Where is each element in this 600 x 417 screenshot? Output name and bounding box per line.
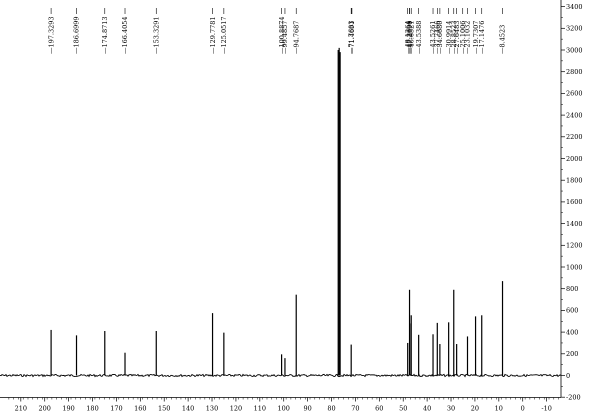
y-axis: -200 0 200 400 600 800 1000 1200 1400 1600 1800 200… xyxy=(560,0,583,402)
peak-label: —25.1006 xyxy=(459,21,467,54)
peak-label: —174.8713 xyxy=(101,16,109,54)
y-tick-label: 2200 xyxy=(566,133,583,141)
x-tick-label: 130 xyxy=(206,405,218,413)
peak-label: —8.4523 xyxy=(499,25,507,54)
x-tick-label: 60 xyxy=(375,405,383,413)
peak-label: —166.4054 xyxy=(121,16,129,54)
x-tick-label: 100 xyxy=(278,405,290,413)
x-tick-label: 150 xyxy=(158,405,170,413)
y-tick-label: 2000 xyxy=(566,155,583,163)
y-tick-label: -200 xyxy=(566,394,581,402)
x-tick-label: 200 xyxy=(39,405,51,413)
peak-label: —186.6999 xyxy=(73,16,81,54)
y-tick-label: 1200 xyxy=(566,242,583,250)
x-tick-label: 160 xyxy=(134,405,146,413)
peak-label: —43.5261 xyxy=(429,21,437,54)
x-tick-label: 80 xyxy=(327,405,335,413)
y-tick-label: 2600 xyxy=(566,90,583,98)
peak-label: —129.7781 xyxy=(209,16,217,54)
x-tick-label: 90 xyxy=(303,405,311,413)
x-tick-label: 30 xyxy=(447,405,455,413)
x-tick-label: 40 xyxy=(423,405,431,413)
peak-label: —48.1264 xyxy=(404,21,412,54)
y-tick-label: 2800 xyxy=(566,68,583,76)
y-tick-label: 2400 xyxy=(566,111,583,119)
peak-label: —27.6483 xyxy=(453,21,461,54)
y-tick-label: 400 xyxy=(566,328,578,336)
y-tick-label: 0 xyxy=(566,372,570,380)
peak-label: —47.2990 xyxy=(406,21,414,54)
x-tick-label: 20 xyxy=(471,405,479,413)
peak-label: —71.7683 xyxy=(347,21,355,54)
x-tick-label: 190 xyxy=(62,405,74,413)
x-tick-label: 10 xyxy=(495,405,503,413)
peak-label: —47.3606 xyxy=(406,21,414,54)
peak-label: —37.7466 xyxy=(433,21,441,54)
x-tick-label: 50 xyxy=(399,405,407,413)
spectrum-layer xyxy=(0,47,562,378)
x-tick-label: 120 xyxy=(230,405,242,413)
x-tick-label: 140 xyxy=(182,405,194,413)
peak-label: —17.1476 xyxy=(478,21,486,54)
peak-label: —23.1032 xyxy=(464,21,472,54)
y-tick-label: 3000 xyxy=(566,46,583,54)
peak-label: —34.6680 xyxy=(436,21,444,54)
y-tick-label: 1400 xyxy=(566,220,583,228)
peak-label: —19.7307 xyxy=(472,21,480,54)
x-tick-label: -10 xyxy=(541,405,551,413)
y-tick-label: 1600 xyxy=(566,198,583,206)
peak-label: —125.0517 xyxy=(220,16,228,54)
y-tick-label: 1800 xyxy=(566,177,583,185)
x-tick-label: 180 xyxy=(86,405,98,413)
peak-label: —43.5388 xyxy=(415,21,423,54)
peak-label: —46.6521 xyxy=(407,21,415,54)
x-tick-label: 70 xyxy=(351,405,359,413)
x-tick-label: 0 xyxy=(521,405,525,413)
peak-label: —100.8874 xyxy=(278,16,286,54)
peak-label: —71.4691 xyxy=(348,21,356,54)
y-tick-label: 3200 xyxy=(566,25,583,33)
peak-label: —94.7687 xyxy=(292,21,300,54)
peak-label: —197.3293 xyxy=(47,16,55,54)
x-tick-label: 170 xyxy=(110,405,122,413)
x-tick-label: 210 xyxy=(15,405,27,413)
peak-label: —28.8523 xyxy=(450,21,458,54)
y-tick-label: 200 xyxy=(566,350,578,358)
x-tick-label: 110 xyxy=(254,405,266,413)
y-tick-label: 1000 xyxy=(566,263,583,271)
peak-label: —99.4857 xyxy=(281,21,289,54)
y-tick-label: 800 xyxy=(566,285,578,293)
x-axis: 210 200 190 180 170 160 150 140 130 120 110 100 90 80… xyxy=(0,397,561,413)
peak-label: —153.3291 xyxy=(152,16,160,54)
y-tick-label: 600 xyxy=(566,307,578,315)
spectrum-baseline xyxy=(0,373,562,378)
peak-label-layer: —197.3293 —186.6999 —174.8713 —166.4054 —153… xyxy=(47,8,507,54)
y-tick-label: 3400 xyxy=(566,3,583,11)
peak-label: —30.9914 xyxy=(445,21,453,54)
